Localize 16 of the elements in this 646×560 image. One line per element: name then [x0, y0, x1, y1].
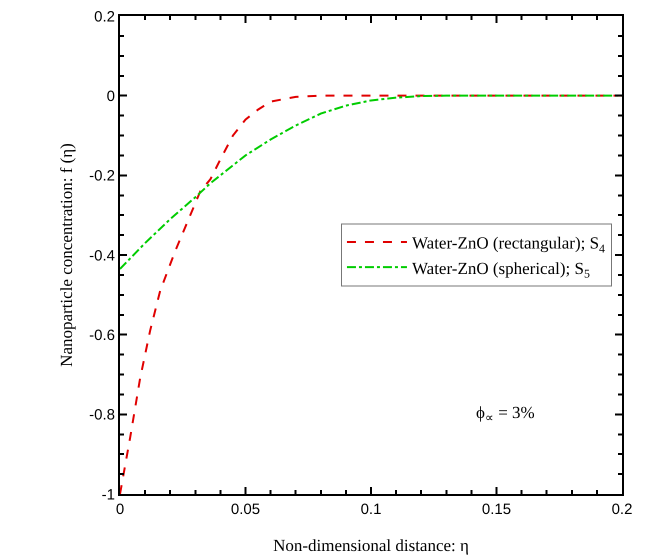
x-tick-label: 0.15 [482, 501, 512, 518]
y-tick-label: -0.6 [89, 326, 115, 344]
x-tick-label: 0.2 [612, 501, 632, 518]
y-axis-title: Nanoparticle concentration: f (η) [57, 143, 76, 367]
y-tick-label: 0.2 [94, 8, 115, 26]
legend-label: Water-ZnO (spherical); S$_{5}$ [412, 258, 590, 280]
y-tick-label: 0 [106, 88, 115, 105]
legend-label: Water-ZnO (rectangular); S$_{4}$ [412, 234, 606, 256]
y-tick-label: -0.4 [89, 247, 115, 264]
y-tick-label: -1 [102, 486, 115, 504]
x-tick-label: 0.1 [360, 501, 382, 518]
annotation: ϕ$_{∝}$ = 3% [476, 403, 535, 425]
x-tick-label: 0.05 [230, 501, 260, 518]
x-axis-title: Non-dimensional distance: η [273, 536, 469, 555]
y-tick-label: -0.8 [89, 406, 115, 424]
y-tick-label: -0.2 [89, 168, 115, 185]
